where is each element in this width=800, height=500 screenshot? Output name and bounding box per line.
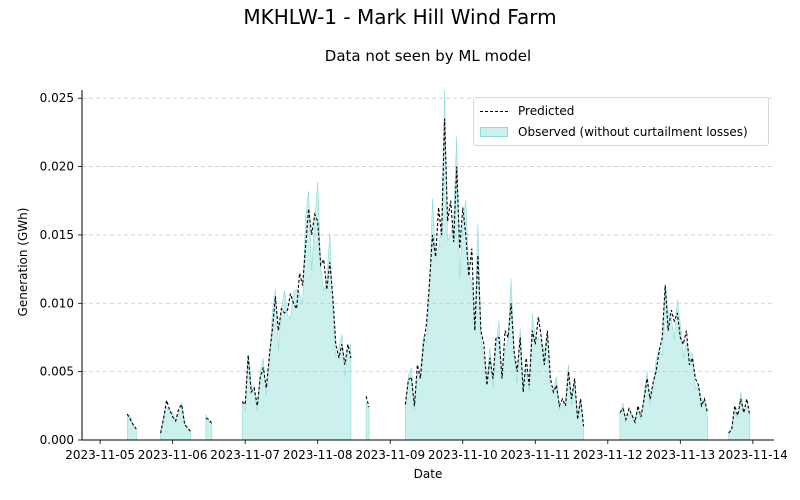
observed-area bbox=[365, 402, 370, 441]
y-tick-label: 0.015 bbox=[40, 228, 74, 242]
x-tick-label: 2023-11-09 bbox=[355, 448, 425, 462]
legend-swatch-observed bbox=[480, 127, 508, 137]
predicted-line bbox=[728, 398, 751, 434]
legend-item-predicted: Predicted bbox=[480, 102, 574, 120]
predicted-line bbox=[160, 400, 192, 434]
chart-subtitle: Data not seen by ML model bbox=[324, 47, 532, 65]
x-tick-label: 2023-11-07 bbox=[210, 448, 280, 462]
predicted-line bbox=[126, 413, 137, 430]
observed-area bbox=[241, 181, 352, 441]
legend-swatch-predicted bbox=[480, 110, 508, 112]
x-tick-label: 2023-11-05 bbox=[65, 448, 135, 462]
legend-label-predicted: Predicted bbox=[518, 104, 575, 118]
y-tick-label: 0.010 bbox=[40, 296, 74, 310]
predicted-line bbox=[241, 208, 352, 406]
x-tick-label: 2023-11-14 bbox=[718, 448, 788, 462]
predicted-line bbox=[205, 417, 213, 424]
legend-item-observed: Observed (without curtailment losses) bbox=[480, 123, 748, 141]
observed-area bbox=[728, 391, 751, 441]
x-tick-label: 2023-11-10 bbox=[428, 448, 498, 462]
observed-area bbox=[619, 283, 708, 441]
x-tick-label: 2023-11-12 bbox=[573, 448, 643, 462]
x-tick-label: 2023-11-06 bbox=[138, 448, 208, 462]
x-axis-label: Date bbox=[413, 467, 443, 481]
y-tick-label: 0.000 bbox=[40, 433, 74, 447]
legend: Predicted Observed (without curtailment … bbox=[473, 97, 769, 146]
y-tick-label: 0.020 bbox=[40, 160, 74, 174]
predicted-line bbox=[404, 118, 585, 427]
chart-title: MKHLW-1 - Mark Hill Wind Farm bbox=[243, 5, 557, 29]
x-tick-label: 2023-11-13 bbox=[645, 448, 715, 462]
y-tick-label: 0.025 bbox=[40, 91, 74, 105]
legend-label-observed: Observed (without curtailment losses) bbox=[518, 125, 748, 139]
y-tick-label: 0.005 bbox=[40, 365, 74, 379]
predicted-line bbox=[365, 396, 370, 408]
predicted-line bbox=[619, 285, 709, 425]
x-tick-label: 2023-11-11 bbox=[500, 448, 570, 462]
x-tick-label: 2023-11-08 bbox=[283, 448, 353, 462]
